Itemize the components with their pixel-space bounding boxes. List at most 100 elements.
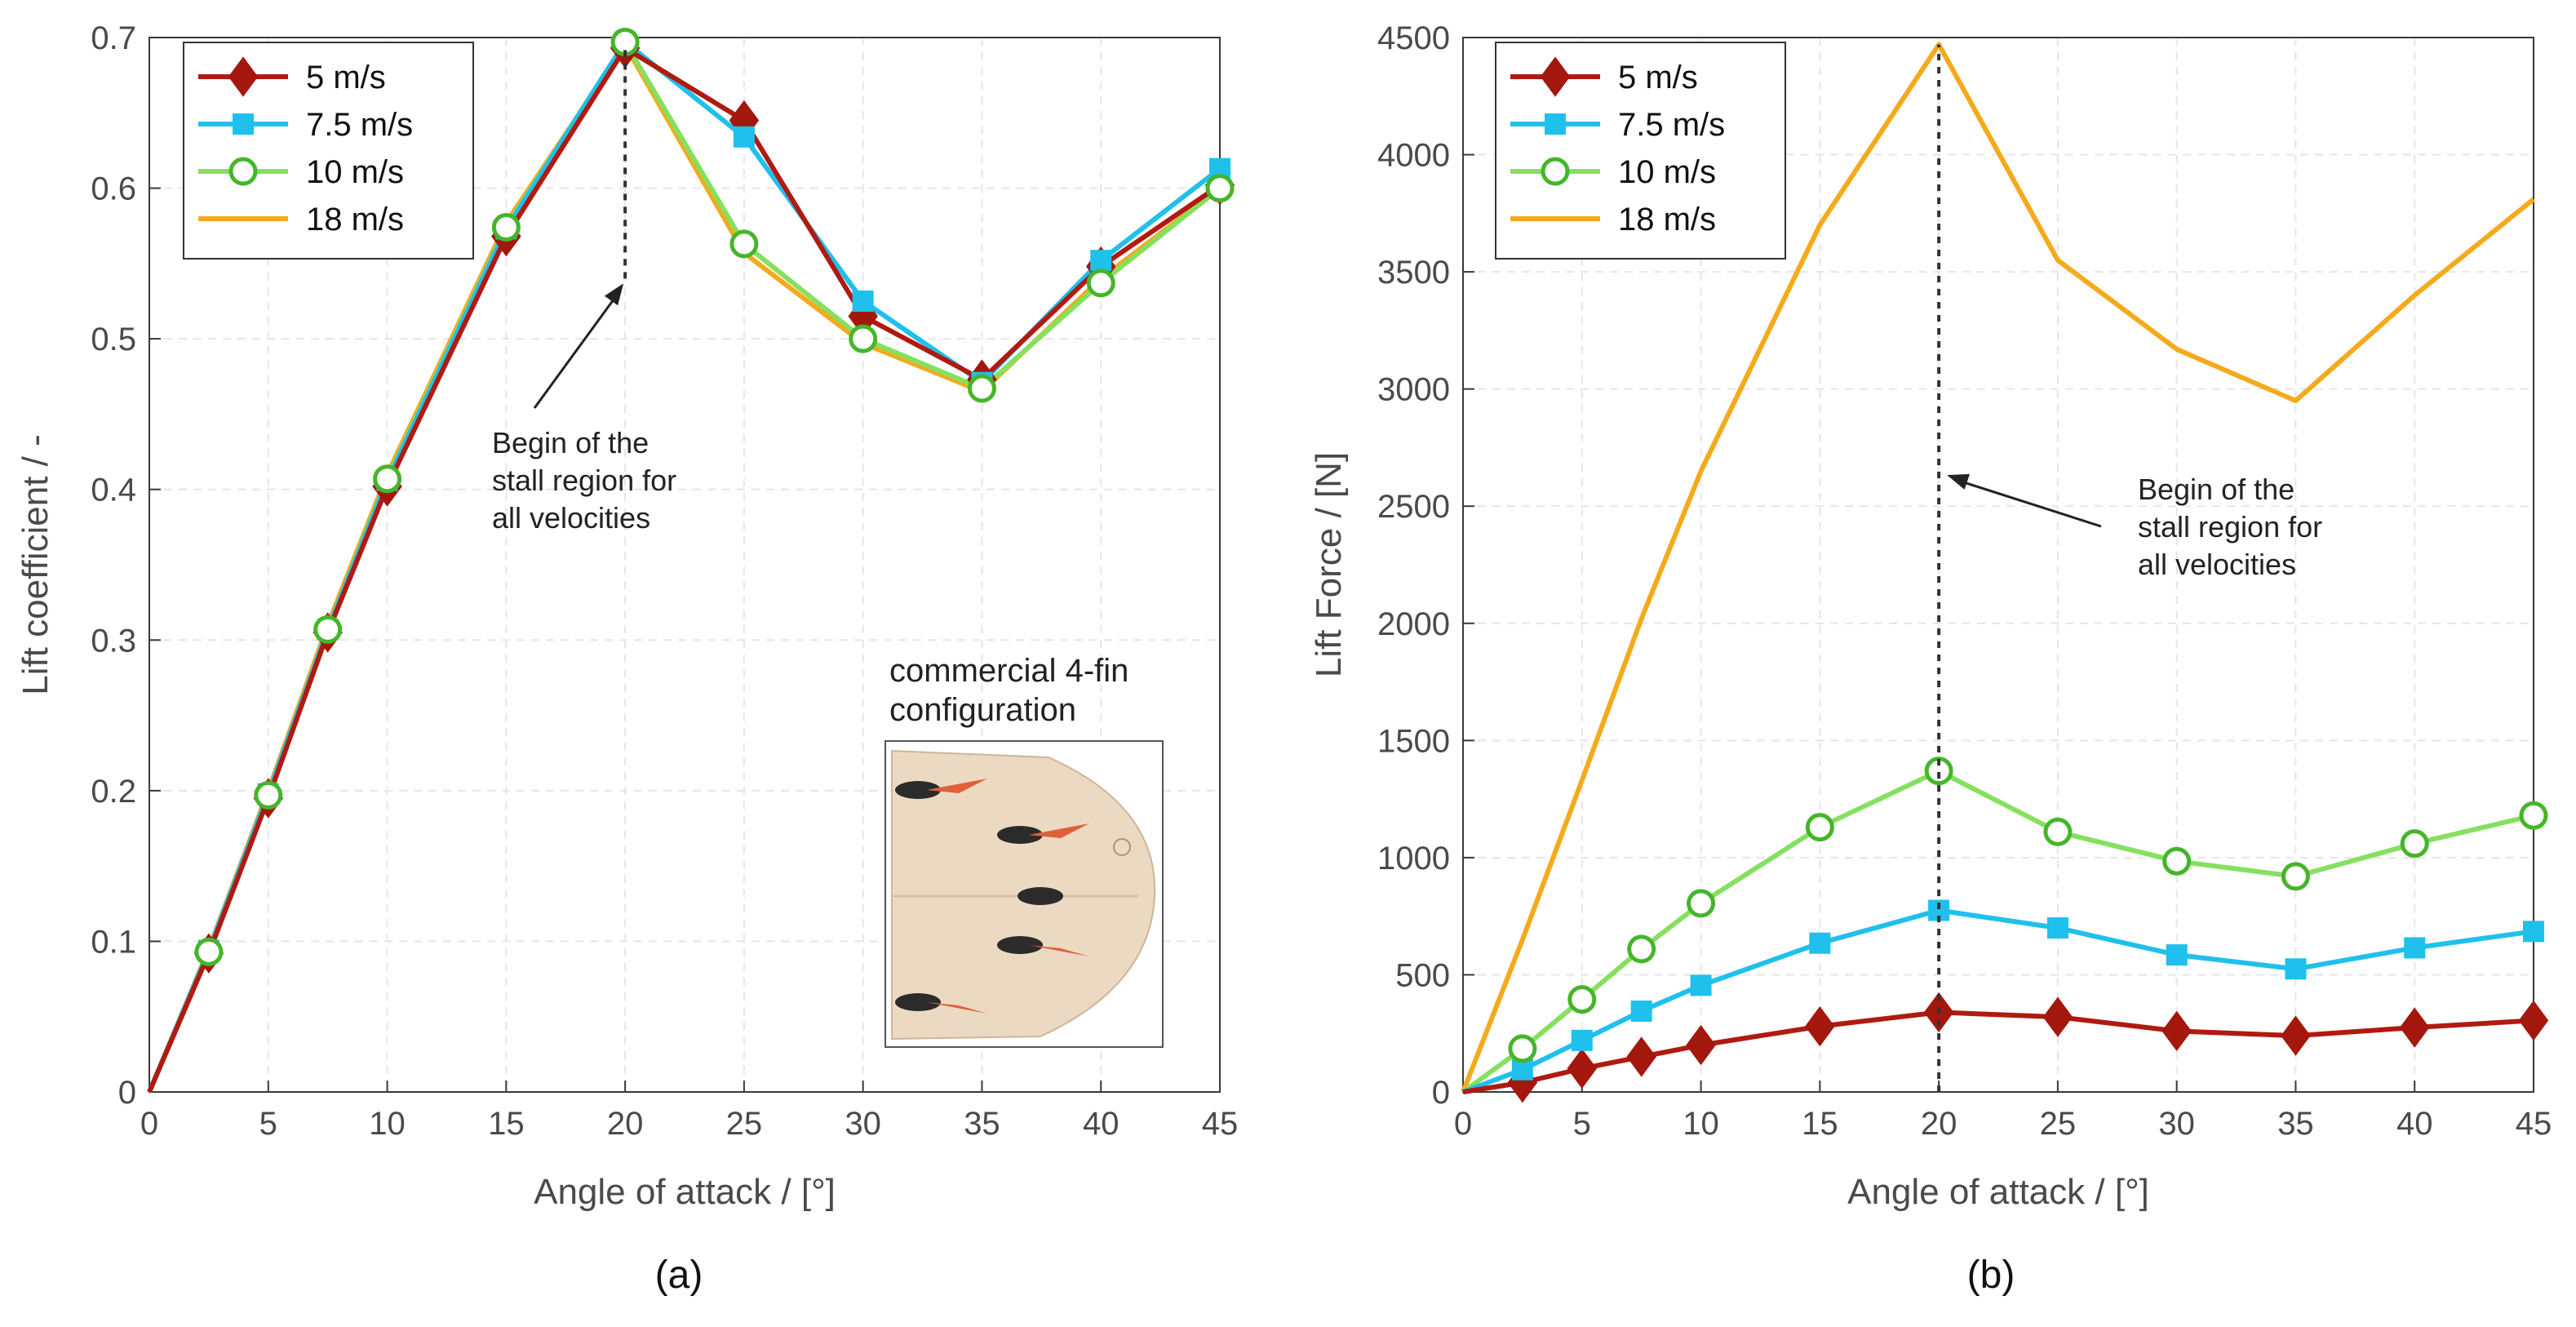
legend-label: 5 m/s <box>306 60 386 95</box>
panel-label: (b) <box>1967 1254 2015 1297</box>
fin-icon <box>926 1002 987 1014</box>
data-point-square <box>1809 932 1831 954</box>
annotation-line: stall region for <box>2138 510 2322 544</box>
fin-icon <box>926 779 987 793</box>
axes-box <box>1462 37 2534 1093</box>
inset-title-line: commercial 4-fin <box>889 653 1128 689</box>
x-tick-label: 25 <box>2040 1106 2077 1142</box>
data-point-square <box>2046 917 2068 939</box>
data-point-circle <box>1805 813 1834 842</box>
panel-label: (a) <box>655 1254 703 1297</box>
y-tick-label: 0.1 <box>91 924 136 960</box>
data-point-square <box>733 126 755 148</box>
y-tick-label: 0 <box>1432 1075 1450 1111</box>
data-point-diamond <box>1805 1005 1835 1047</box>
x-tick-label: 35 <box>2277 1106 2314 1142</box>
stall-annotation: Begin of the stall region for all velociti… <box>492 283 676 535</box>
legend-label: 5 m/s <box>1618 60 1698 95</box>
y-tick-label: 3500 <box>1377 255 1450 291</box>
data-point-diamond <box>2399 1007 2430 1048</box>
x-tick-label: 25 <box>726 1106 763 1142</box>
data-point-square <box>2404 937 2426 959</box>
annotation-arrow-shaft <box>1961 480 2102 528</box>
legend-swatch-marker <box>1540 56 1571 97</box>
data-point-circle <box>2162 846 2192 876</box>
data-point-square <box>852 291 874 312</box>
y-axis-label: Lift Force / [N] <box>1309 452 1349 677</box>
data-point-circle <box>849 324 878 353</box>
fin-box-icon <box>895 781 941 799</box>
annotation-line: all velocities <box>492 501 650 535</box>
fin-icon <box>1028 823 1089 838</box>
data-point-diamond <box>2042 996 2073 1037</box>
legend-label: 7.5 m/s <box>1618 107 1725 143</box>
y-axis-label: Lift coefficient / - <box>16 434 55 695</box>
legend-label: 18 m/s <box>306 202 404 237</box>
y-tick-label: 1000 <box>1377 841 1450 877</box>
y-tick-label: 3000 <box>1377 372 1450 408</box>
data-point-diamond <box>2518 1000 2549 1041</box>
x-tick-label: 35 <box>964 1106 1000 1142</box>
data-point-circle <box>491 213 521 242</box>
data-point-circle <box>2281 862 2310 891</box>
data-point-circle <box>2519 801 2548 830</box>
legend-swatch-marker <box>228 56 259 97</box>
x-tick-label: 40 <box>1083 1106 1120 1142</box>
data-point-circle <box>373 464 402 494</box>
annotation-line: stall region for <box>492 464 676 497</box>
x-axis-label: Angle of attack / [°] <box>1847 1172 2149 1212</box>
data-point-diamond <box>1626 1036 1656 1077</box>
annotation-line: Begin of the <box>2138 473 2294 506</box>
x-tick-label: 30 <box>845 1106 881 1142</box>
x-tick-label: 15 <box>488 1106 525 1142</box>
y-tick-label: 0 <box>118 1075 136 1111</box>
data-point-circle <box>194 937 224 966</box>
annotation-line: Begin of the <box>492 426 649 459</box>
legend-swatch-marker <box>233 113 254 135</box>
chart-panel-b: 0 5 10 15 20 25 30 35 40 45 0 500 1000 1500 2000 2500 30… <box>1309 20 2552 1297</box>
chart-panel-a: 0 5 10 15 20 25 30 35 40 45 0 0.1 0.2 0.3 0.4 0.5 0.6 0.7… <box>16 20 1238 1297</box>
data-point-square <box>2523 921 2544 943</box>
fin-box-icon <box>1018 887 1063 905</box>
data-point-square <box>1690 974 1712 996</box>
data-point-circle <box>1086 269 1115 298</box>
x-axis-label: Angle of attack / [°] <box>534 1172 836 1212</box>
x-tick-label: 20 <box>607 1106 644 1142</box>
x-tick-label: 40 <box>2396 1106 2433 1142</box>
annotation-line: all velocities <box>2138 548 2296 581</box>
annotation-arrow-head <box>1947 473 1970 490</box>
legend-swatch-marker <box>228 157 258 186</box>
series-line-18-m-s <box>1461 42 2535 1094</box>
x-tick-label: 20 <box>1921 1106 1957 1142</box>
x-tick-label: 30 <box>2158 1106 2195 1142</box>
x-tick-label: 0 <box>1454 1106 1472 1142</box>
legend-swatch-marker <box>1545 113 1566 135</box>
data-point-circle <box>254 780 283 810</box>
data-point-square <box>2166 944 2188 966</box>
data-point-circle <box>2400 829 2429 859</box>
y-tick-label: 2000 <box>1377 606 1450 642</box>
data-point-square <box>1571 1029 1593 1051</box>
x-tick-label: 0 <box>140 1106 158 1142</box>
data-point-circle <box>1205 174 1235 203</box>
legend-label: 7.5 m/s <box>306 107 413 143</box>
data-point-circle <box>313 615 343 644</box>
y-tick-label: 0.6 <box>91 171 136 207</box>
legend-swatch-marker <box>1541 157 1570 186</box>
y-tick-label: 500 <box>1395 957 1450 993</box>
fin-box-icon <box>997 936 1043 954</box>
x-tick-label: 45 <box>2516 1106 2552 1142</box>
data-point-circle <box>1567 985 1597 1014</box>
data-point-circle <box>2043 817 2073 846</box>
y-tick-label: 0.7 <box>91 20 136 56</box>
data-point-circle <box>1508 1034 1537 1063</box>
y-tick-label: 4500 <box>1377 20 1450 56</box>
legend-label: 10 m/s <box>1618 154 1716 190</box>
axes-box <box>149 37 1221 1093</box>
series-line-5-m-s <box>147 45 1221 1094</box>
data-point-square <box>1090 250 1112 272</box>
x-tick-label: 45 <box>1202 1106 1239 1142</box>
data-point-square <box>1630 1000 1652 1022</box>
x-tick-label: 15 <box>1802 1106 1838 1142</box>
